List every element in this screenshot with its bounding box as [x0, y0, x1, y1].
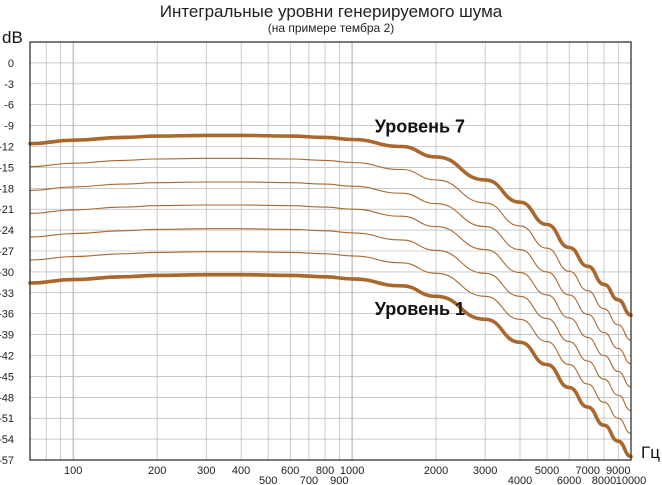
y-tick-label: 0 [8, 58, 14, 70]
y-tick-label: -9 [4, 121, 14, 133]
series-label-bottom: Уровень 1 [375, 299, 465, 319]
y-tick-label: -42 [0, 351, 14, 363]
series-line-2 [29, 157, 632, 341]
x-tick-label: 500 [259, 475, 277, 485]
x-tick-label: 4000 [508, 475, 532, 485]
y-tick-label: -15 [0, 162, 14, 174]
x-tick-label: 900 [330, 475, 348, 485]
y-tick-label: -39 [0, 330, 14, 342]
series-line-3 [29, 181, 632, 365]
y-tick-label: -21 [0, 204, 14, 216]
y-tick-label: -45 [0, 371, 14, 383]
x-tick-label: 9000 [606, 465, 630, 477]
y-tick-label: -33 [0, 288, 14, 300]
x-tick-label: 8000 [592, 475, 616, 485]
series-line-7 [28, 272, 633, 459]
y-tick-label: -51 [0, 413, 14, 425]
series-line-5 [29, 228, 632, 412]
x-tick-label: 5000 [535, 465, 559, 477]
x-axis-unit: Гц [641, 443, 660, 462]
series-label-top: Уровень 7 [375, 117, 465, 137]
series-line-6 [29, 251, 632, 435]
x-tick-label: 1000 [340, 465, 364, 477]
y-tick-label: -6 [4, 100, 14, 112]
x-tick-label: 7000 [576, 465, 600, 477]
x-tick-label: 400 [232, 465, 250, 477]
y-axis-unit: dB [2, 28, 23, 47]
y-tick-label: -24 [0, 225, 14, 237]
chart-subtitle: (на примере тембра 2) [268, 21, 395, 35]
tick-labels: 0 -3 -6 -9 -12 -15 -18 -21 -24 -27 -30 -33 -36 -39 -42… [0, 58, 646, 485]
plot-frame [29, 41, 632, 461]
y-tick-label: -48 [0, 392, 14, 404]
x-tick-label: 700 [300, 475, 318, 485]
y-tick-label: -57 [0, 455, 14, 467]
y-tick-label: -27 [0, 246, 14, 258]
grid [29, 42, 632, 461]
x-tick-label: 100 [64, 465, 82, 477]
x-tick-label: 6000 [557, 475, 581, 485]
x-tick-label: 600 [281, 465, 299, 477]
y-tick-label: -12 [0, 142, 14, 154]
x-tick-label: 3000 [473, 465, 497, 477]
x-tick-label: 10000 [616, 475, 647, 485]
x-tick-label: 200 [148, 465, 166, 477]
series-group [28, 133, 633, 459]
x-tick-label: 2000 [424, 465, 448, 477]
y-tick-label: -36 [0, 309, 14, 321]
y-tick-label: -18 [0, 183, 14, 195]
x-tick-label: 300 [197, 465, 215, 477]
series-line-4 [29, 204, 632, 388]
series-labels: Уровень 7 Уровень 1 [375, 117, 465, 320]
chart-title: Интегральные уровни генерируемого шума [160, 2, 503, 21]
series-line-1 [28, 133, 633, 317]
y-tick-label: -3 [4, 79, 14, 91]
y-tick-label: -54 [0, 434, 14, 446]
x-tick-label: 800 [316, 465, 334, 477]
y-tick-label: -30 [0, 267, 14, 279]
